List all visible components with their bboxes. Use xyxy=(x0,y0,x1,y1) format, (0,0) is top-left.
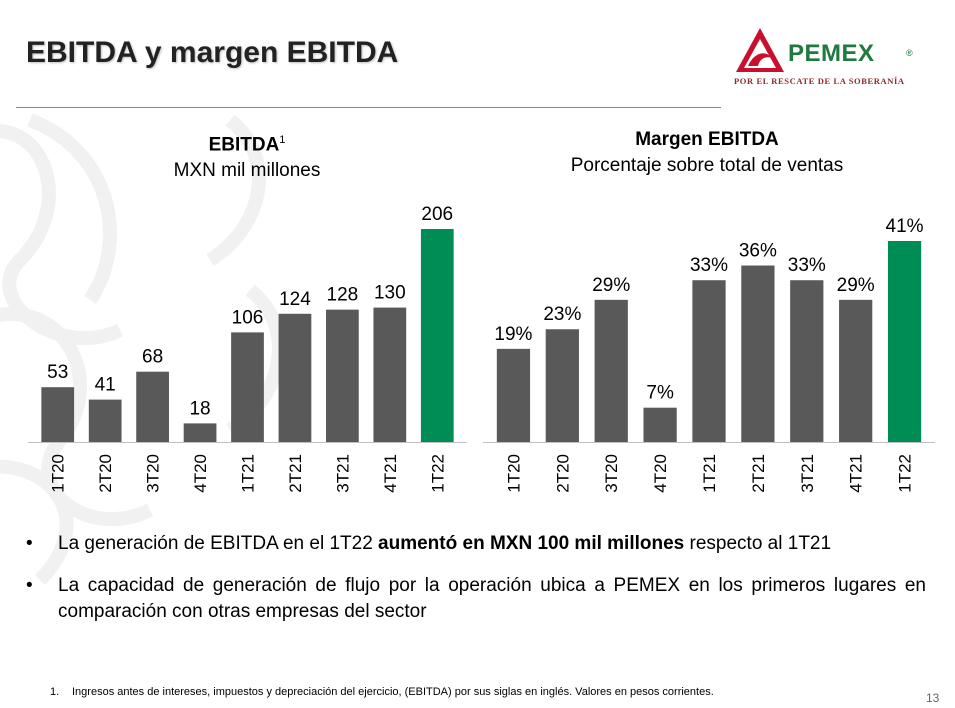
bar-value-label: 130 xyxy=(374,283,406,304)
footnote: 1. Ingresos antes de intereses, impuestos… xyxy=(50,686,714,698)
ebitda-chart-subtitle: MXN mil millones xyxy=(173,160,321,182)
bullet-text-pre: La capacidad de generación de flujo por … xyxy=(58,575,926,622)
bullet-item: • La capacidad de generación de flujo po… xyxy=(26,573,926,625)
bar-1t22 xyxy=(420,229,454,442)
category-tick-label: 1T20 xyxy=(49,454,68,493)
category-tick-label: 1T21 xyxy=(239,454,258,493)
margin-chart-title: Margen EBITDA xyxy=(635,129,779,150)
page-number: 13 xyxy=(926,691,940,705)
category-tick-label: 3T21 xyxy=(333,454,352,493)
bullet-list: • La generación de EBITDA en el 1T22 aum… xyxy=(26,531,926,641)
bar-value-label: 68 xyxy=(142,347,163,368)
ebitda-footnote-ref: 1 xyxy=(279,134,286,146)
bar-value-label: 206 xyxy=(421,204,453,225)
bullet-text-post: respecto al 1T21 xyxy=(684,533,832,554)
bar-1t21 xyxy=(231,332,264,442)
bullet-text-pre: La generación de EBITDA en el 1T22 xyxy=(58,533,379,554)
page-title: EBITDA y margen EBITDA xyxy=(26,36,399,69)
bar-1t20 xyxy=(41,387,75,442)
footnote-number: 1. xyxy=(50,686,60,698)
ebitda-chart-title: EBITDA xyxy=(208,134,280,156)
margin-chart-subtitle: Porcentaje sobre total de ventas xyxy=(570,155,844,176)
pemex-eagle-icon xyxy=(736,28,784,72)
bar-2t21 xyxy=(278,313,312,442)
bullet-marker: • xyxy=(26,575,33,596)
logo-wordmark: PEMEX xyxy=(788,40,875,67)
bar-value-label: 18 xyxy=(189,398,210,419)
category-tick-label: 1T22 xyxy=(428,454,447,493)
bullet-text-bold: aumentó en MXN 100 mil millones xyxy=(378,533,685,554)
bullet-item: • La generación de EBITDA en el 1T22 aum… xyxy=(26,531,926,557)
margin-chart-header: Margen EBITDA Porcentaje sobre total de … xyxy=(492,127,922,179)
bar-3t21 xyxy=(326,309,359,442)
title-divider xyxy=(16,107,721,108)
bar-3t20 xyxy=(136,371,169,442)
bar-4t21 xyxy=(373,307,407,442)
bar-value-label: 53 xyxy=(47,362,68,383)
bar-value-label: 128 xyxy=(327,285,359,306)
bar-4t20 xyxy=(183,423,217,442)
pemex-logo: PEMEX ® POR EL RESCATE DE LA SOBERANÍA xyxy=(730,26,930,92)
category-tick-label: 3T20 xyxy=(144,454,163,493)
logo-registered-mark: ® xyxy=(906,48,913,58)
bullet-marker: • xyxy=(26,533,33,554)
category-tick-label: 2T20 xyxy=(96,454,115,493)
bar-value-label: 106 xyxy=(232,307,264,328)
category-tick-label: 4T21 xyxy=(381,454,400,493)
bar-2t20 xyxy=(88,399,122,442)
bar-value-label: 41 xyxy=(95,375,116,396)
category-tick-label: 4T20 xyxy=(191,454,210,493)
footnote-text: Ingresos antes de intereses, impuestos y… xyxy=(72,686,714,698)
ebitda-chart-header: EBITDA1 MXN mil millones xyxy=(40,127,454,184)
bar-value-label: 124 xyxy=(279,289,311,310)
category-tick-label: 2T21 xyxy=(286,454,305,493)
logo-tagline: POR EL RESCATE DE LA SOBERANÍA xyxy=(734,76,905,86)
